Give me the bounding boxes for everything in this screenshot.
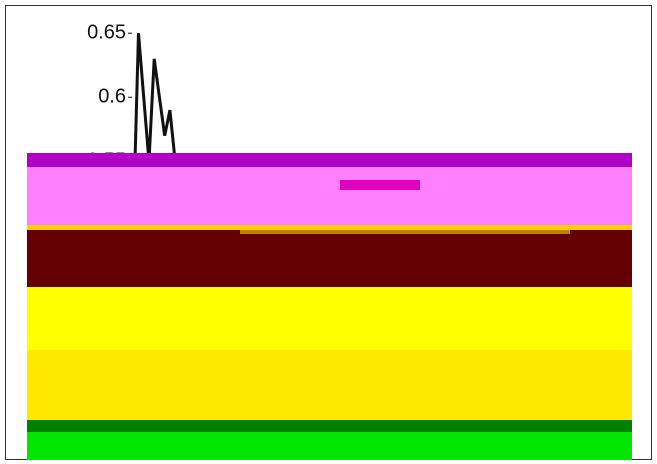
band (27, 432, 632, 460)
band (27, 420, 632, 432)
band (240, 230, 570, 234)
band (27, 225, 632, 230)
glitch-bands (27, 153, 632, 460)
band (27, 350, 632, 420)
band (27, 167, 632, 225)
y-tick-label: 0.65 (87, 21, 126, 43)
y-tick-label: 0.6 (98, 86, 126, 108)
band (27, 153, 632, 167)
band (340, 180, 420, 190)
chart: 0.550.60.65 (0, 0, 657, 464)
band (27, 230, 632, 287)
